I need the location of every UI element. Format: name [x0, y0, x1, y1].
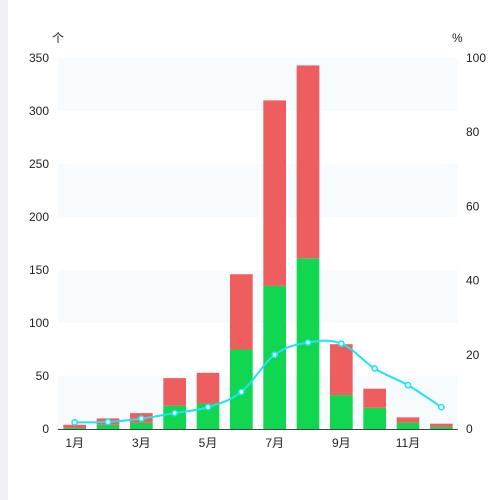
line-point: [304, 339, 312, 346]
y-right-tick-label: 80: [466, 125, 480, 139]
bar-green: [96, 424, 120, 429]
y-left-tick-label: 200: [29, 210, 49, 224]
y-right-tick-label: 60: [466, 199, 480, 213]
bar-green: [163, 405, 186, 429]
line-series: [71, 339, 445, 426]
line-point: [337, 340, 345, 348]
bar-red: [363, 388, 386, 408]
bar-green: [196, 403, 220, 429]
bar-red: [296, 65, 320, 259]
y-left-tick-label: 350: [29, 51, 49, 65]
bar-red: [430, 423, 453, 427]
bar-green: [63, 427, 86, 429]
y-left-tick-label: 300: [29, 104, 49, 118]
y-left-tick-label: 0: [42, 422, 49, 436]
x-tick-label: 3月: [132, 436, 151, 450]
y-right-tick-label: 40: [466, 274, 480, 288]
left-edge-strip: [0, 0, 8, 500]
x-tick-label: 1月: [65, 436, 84, 450]
y-left-tick-label: 250: [29, 157, 49, 171]
x-tick-label: 11月: [396, 436, 420, 450]
line-point: [204, 403, 212, 411]
line-point: [271, 351, 279, 359]
grid-band: [58, 164, 458, 217]
bar-green: [396, 422, 420, 429]
line-point: [104, 418, 112, 426]
bar-red: [63, 424, 86, 428]
line-point: [171, 409, 179, 417]
y-right-tick-label: 20: [466, 348, 480, 362]
x-tick-label: 7月: [265, 436, 284, 450]
left-axis-unit: 个: [52, 31, 64, 45]
grid-band: [58, 270, 458, 323]
line-point: [71, 418, 79, 426]
bar-red: [163, 378, 186, 406]
bar-green: [363, 407, 386, 429]
y-left-tick-label: 100: [29, 316, 49, 330]
line-point: [237, 388, 245, 396]
line-point: [137, 415, 145, 423]
bar-green: [130, 422, 153, 429]
bar-red: [196, 372, 220, 404]
y-left-tick-label: 150: [29, 263, 49, 277]
bar-green: [430, 426, 453, 429]
x-tick-label: 5月: [199, 436, 218, 450]
x-tick-label: 9月: [332, 436, 351, 450]
bar-red: [330, 344, 353, 396]
line-point: [371, 365, 379, 372]
bar-green: [330, 395, 353, 429]
y-right-tick-label: 0: [466, 422, 473, 436]
grid-band: [58, 58, 458, 111]
bar-red: [230, 274, 253, 350]
y-left-tick-label: 50: [36, 369, 50, 383]
line-point: [437, 403, 445, 411]
line-point: [404, 381, 412, 389]
bar-red: [396, 417, 420, 423]
bar-red: [263, 100, 286, 286]
y-right-tick-label: 100: [466, 51, 486, 65]
axes: 0 50 100 150 200 250 300 350 0 20 40 60 80 100 1月 3月 5月 7…: [29, 51, 486, 450]
right-axis-unit: %: [452, 31, 463, 45]
